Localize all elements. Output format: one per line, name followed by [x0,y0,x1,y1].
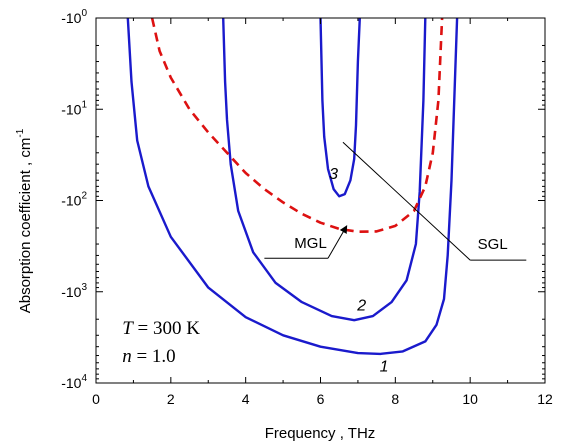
curve-label-3: 3 [329,166,338,183]
annotations-layer: 1 2 3 MGL SGL [264,141,527,376]
x-tick-label-0: 0 [92,391,100,407]
x-axis-label: Frequency , THz [265,425,376,442]
series-1-line [126,17,459,356]
y-tick-label: -101 [61,99,87,117]
curve-label-1: 1 [380,359,389,376]
param-n: n = 1.0 [122,346,175,367]
sgl-label: SGL [478,236,508,253]
y-axis-ticks: -100 -101 -102 -103 -104 [61,8,545,391]
parameters: T = 300 K n = 1.0 [122,318,200,367]
x-tick-label-12: 12 [537,391,553,407]
y-tick-label: -104 [61,373,87,391]
mgl-label: MGL [294,235,327,252]
sgl-leader-line [342,141,471,261]
y-tick-label: -100 [61,8,87,26]
x-tick-label-10: 10 [462,391,478,407]
y-tick-label: -102 [61,191,87,209]
series-mgl-line [150,17,444,233]
curve-label-2: 2 [356,297,366,314]
x-axis-ticks: 0 2 4 6 8 10 12 [92,18,553,407]
x-tick-label-2: 2 [167,391,175,407]
y-axis-label-text: Absorption coefficient , cm [17,138,34,314]
series-3-line [319,17,361,198]
y-axis-label-superscript: -1 [15,128,26,137]
x-tick-label-4: 4 [242,391,250,407]
curves-layer [126,17,459,356]
x-tick-label-8: 8 [391,391,399,407]
y-axis-label: Absorption coefficient , cm-1 [15,128,34,313]
x-tick-label-6: 6 [317,391,325,407]
param-t: T = 300 K [122,318,200,339]
series-2-line [222,17,427,322]
mgl-arrow [327,225,348,259]
y-tick-label: -103 [61,282,87,300]
